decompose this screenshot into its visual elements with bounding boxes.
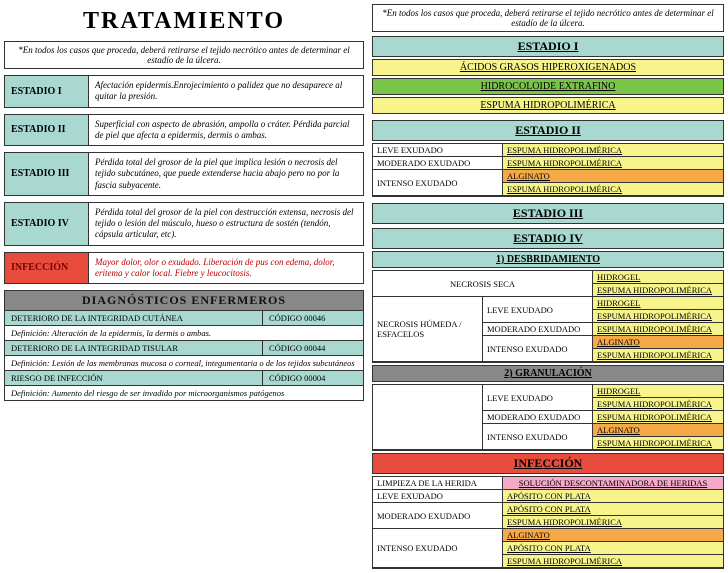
exudate-label: MODERADO EXUDADO (373, 157, 503, 170)
stage-row: ESTADIO IIIPérdida total del grosor de l… (4, 152, 364, 196)
stage-desc: Mayor dolor, olor o exudado. Liberación … (89, 253, 363, 284)
stage-desc: Pérdida total del grosor de la piel que … (89, 153, 363, 195)
stage-row: ESTADIO IISuperficial con aspecto de abr… (4, 114, 364, 147)
treatment-cell: ESPUMA HIDROPOLIMÉRICA (593, 349, 723, 362)
treatment-cell: ALGINATO (593, 336, 723, 349)
treatment-cell: ESPUMA HIDROPOLIMÉRICA (593, 323, 723, 336)
exudate-label: LEVE EXUDADO (483, 297, 593, 323)
granulacion-header: 2) GRANULACIÓN (372, 365, 724, 382)
main-title: TRATAMIENTO (4, 4, 364, 39)
diag-def: Definición: Aumento del riesgo de ser in… (5, 386, 363, 400)
diag-name: DETERIORO DE LA INTEGRIDAD CUTÁNEA (5, 311, 263, 325)
diag-name: DETERIORO DE LA INTEGRIDAD TISULAR (5, 341, 263, 355)
treatment-cell: ESPUMA HIDROPOLIMÉRICA (593, 437, 723, 450)
exudate-label: INTENSO EXUDADO (373, 529, 503, 568)
stage-row: INFECCIÓNMayor dolor, olor o exudado. Li… (4, 252, 364, 285)
treatment-cell: ALGINATO (503, 170, 723, 183)
blank-cell (373, 385, 483, 450)
stage-label: INFECCIÓN (5, 253, 89, 284)
treatment-cell: ESPUMA HIDROPOLIMÉRICA (593, 310, 723, 323)
necrosis-humeda-label: NECROSIS HÚMEDA / ESFACELOS (373, 297, 483, 362)
treatment-cell: ESPUMA HIDROPOLIMÉRICA (593, 284, 723, 297)
estadio2-grid: LEVE EXUDADOESPUMA HIDROPOLIMÉRICAMODERA… (372, 143, 724, 197)
stage-label: ESTADIO IV (5, 203, 89, 245)
stage-row: ESTADIO IAfectación epidermis.Enrojecimi… (4, 75, 364, 108)
diag-code: CÓDIGO 00046 (263, 311, 363, 325)
stage-desc: Afectación epidermis.Enrojecimiento o pa… (89, 76, 363, 107)
left-column: TRATAMIENTO *En todos los casos que proc… (0, 0, 368, 573)
diag-line: RIESGO DE INFECCIÓNCÓDIGO 00004 (5, 371, 363, 386)
stage-desc: Pérdida total del grosor de la piel con … (89, 203, 363, 245)
exudate-label: MODERADO EXUDADO (483, 323, 593, 336)
left-note: *En todos los casos que proceda, deberá … (4, 41, 364, 69)
infeccion-grid: LIMPIEZA DE LA HERIDASOLUCIÓN DESCONTAMI… (372, 476, 724, 569)
diag-def: Definición: Lesión de las membranas muco… (5, 356, 363, 371)
treatment-cell: APÓSITO CON PLATA (503, 490, 723, 503)
desbridamiento-header: 1) DESBRIDAMIENTO (372, 251, 724, 268)
exudate-label: LEVE EXUDADO (373, 144, 503, 157)
right-note: *En todos los casos que proceda, deberá … (372, 4, 724, 32)
diagnostics-block: DETERIORO DE LA INTEGRIDAD CUTÁNEACÓDIGO… (4, 311, 364, 401)
exudate-label: INTENSO EXUDADO (373, 170, 503, 196)
estadio3-header: ESTADIO III (372, 203, 724, 224)
page: TRATAMIENTO *En todos los casos que proc… (0, 0, 728, 573)
treatment-cell: ESPUMA HIDROPOLIMÉRICA (503, 516, 723, 529)
diag-line: DETERIORO DE LA INTEGRIDAD TISULARCÓDIGO… (5, 341, 363, 356)
desbridamiento-grid: NECROSIS SECAHIDROGELESPUMA HIDROPOLIMÉR… (372, 270, 724, 363)
exudate-label: MODERADO EXUDADO (373, 503, 503, 529)
treatment-cell: ESPUMA HIDROPOLIMÉRICA (503, 183, 723, 196)
diag-code: CÓDIGO 00044 (263, 341, 363, 355)
estadio1-row3: ESPUMA HIDROPOLIMÉRICA (372, 97, 724, 114)
wash-label: LIMPIEZA DE LA HERIDA (373, 477, 503, 490)
treatment-cell: ESPUMA HIDROPOLIMÉRICA (503, 555, 723, 568)
treatment-cell: HIDROGEL (593, 297, 723, 310)
stage-label: ESTADIO I (5, 76, 89, 107)
treatment-cell: ESPUMA HIDROPOLIMÉRICA (593, 398, 723, 411)
treatment-cell: ESPUMA HIDROPOLIMÉRICA (593, 411, 723, 424)
estadio1-row2: HIDROCOLOIDE EXTRAFINO (372, 78, 724, 95)
diag-code: CÓDIGO 00004 (263, 371, 363, 385)
treatment-cell: ALGINATO (593, 424, 723, 437)
stage-row: ESTADIO IVPérdida total del grosor de la… (4, 202, 364, 246)
estadio1-header: ESTADIO I (372, 36, 724, 57)
right-column: *En todos los casos que proceda, deberá … (368, 0, 728, 573)
diag-line: DETERIORO DE LA INTEGRIDAD CUTÁNEACÓDIGO… (5, 311, 363, 326)
exudate-label: MODERADO EXUDADO (483, 411, 593, 424)
necrosis-seca-label: NECROSIS SECA (373, 271, 593, 297)
stage-desc: Superficial con aspecto de abrasión, amp… (89, 115, 363, 146)
estadio2-header: ESTADIO II (372, 120, 724, 141)
treatment-cell: ESPUMA HIDROPOLIMÉRICA (503, 157, 723, 170)
exudate-label: LEVE EXUDADO (483, 385, 593, 411)
treatment-cell: HIDROGEL (593, 385, 723, 398)
treatment-cell: APÓSITO CON PLATA (503, 503, 723, 516)
exudate-label: LEVE EXUDADO (373, 490, 503, 503)
granulacion-grid: LEVE EXUDADOHIDROGELESPUMA HIDROPOLIMÉRI… (372, 384, 724, 451)
estadio4-header: ESTADIO IV (372, 228, 724, 249)
diag-name: RIESGO DE INFECCIÓN (5, 371, 263, 385)
diag-def: Definición: Alteración de la epidermis, … (5, 326, 363, 341)
exudate-label: INTENSO EXUDADO (483, 336, 593, 362)
treatment-cell: APÓSITO CON PLATA (503, 542, 723, 555)
treatment-cell: HIDROGEL (593, 271, 723, 284)
stage-label: ESTADIO II (5, 115, 89, 146)
infeccion-header: INFECCIÓN (372, 453, 724, 474)
treatment-cell: ALGINATO (503, 529, 723, 542)
treatment-cell: ESPUMA HIDROPOLIMÉRICA (503, 144, 723, 157)
wash-solution: SOLUCIÓN DESCONTAMINADORA DE HERIDAS (503, 477, 723, 490)
stage-label: ESTADIO III (5, 153, 89, 195)
diagnostics-header: DIAGNÓSTICOS ENFERMEROS (4, 290, 364, 311)
estadio1-row1: ÁCIDOS GRASOS HIPEROXIGENADOS (372, 59, 724, 76)
exudate-label: INTENSO EXUDADO (483, 424, 593, 450)
